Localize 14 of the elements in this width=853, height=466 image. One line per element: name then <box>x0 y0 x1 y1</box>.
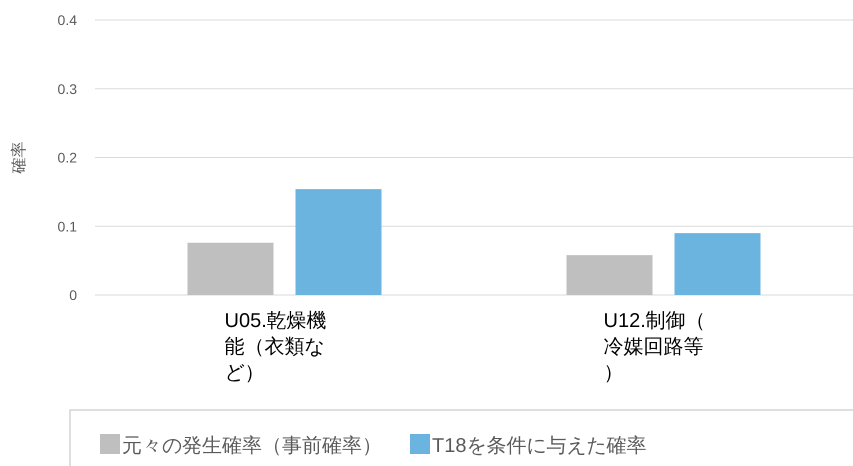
bar <box>296 189 382 295</box>
bar <box>674 233 760 295</box>
x-tick-label: U05.乾燥機能（衣類など） <box>224 310 327 384</box>
y-axis-title: 確率 <box>10 142 28 174</box>
bar <box>188 242 274 295</box>
bar <box>566 255 652 295</box>
y-tick-label: 0.2 <box>58 150 78 166</box>
y-tick-label: 0.4 <box>58 12 78 28</box>
y-tick-label: 0.3 <box>58 80 78 97</box>
legend-label: 元々の発生確率（事前確率） <box>122 435 382 457</box>
legend-label: T18を条件に与えた確率 <box>432 435 646 457</box>
y-tick-label: 0 <box>69 287 78 303</box>
x-tick-label: U12.制御（冷媒回路等） <box>604 310 706 384</box>
y-tick-label: 0.1 <box>58 218 78 234</box>
